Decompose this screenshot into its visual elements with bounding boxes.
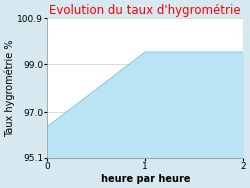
Title: Evolution du taux d'hygrométrie: Evolution du taux d'hygrométrie: [50, 4, 241, 17]
X-axis label: heure par heure: heure par heure: [100, 174, 190, 184]
Y-axis label: Taux hygrométrie %: Taux hygrométrie %: [4, 39, 15, 137]
